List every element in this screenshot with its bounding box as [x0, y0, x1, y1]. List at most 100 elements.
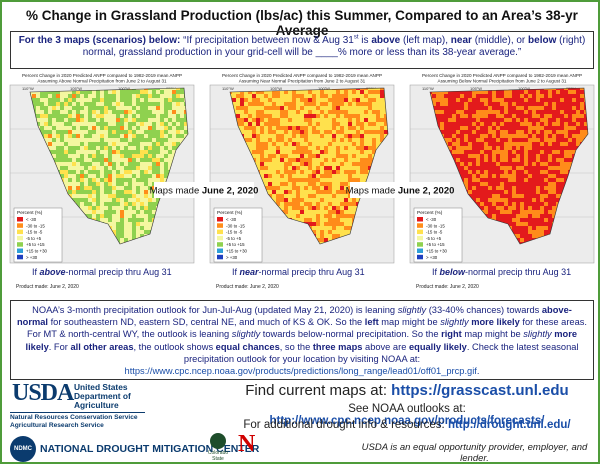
raster-cell: [132, 102, 136, 106]
raster-cell: [280, 138, 284, 142]
raster-cell: [500, 138, 504, 142]
raster-cell: [152, 94, 156, 98]
raster-cell: [452, 122, 456, 126]
raster-cell: [492, 154, 496, 158]
raster-cell: [48, 122, 52, 126]
raster-cell: [148, 202, 152, 206]
raster-cell: [172, 90, 176, 94]
raster-cell: [172, 146, 176, 150]
legend-label: -15 to -5: [26, 230, 43, 235]
legend-swatch: [17, 242, 23, 247]
raster-cell: [132, 166, 136, 170]
raster-cell: [76, 194, 80, 198]
raster-cell: [256, 102, 260, 106]
raster-cell: [336, 158, 340, 162]
raster-cell: [440, 122, 444, 126]
raster-cell: [352, 134, 356, 138]
raster-cell: [312, 202, 316, 206]
raster-cell: [156, 110, 160, 114]
raster-cell: [512, 142, 516, 146]
raster-cell: [356, 114, 360, 118]
raster-cell: [140, 154, 144, 158]
raster-cell: [344, 90, 348, 94]
raster-cell: [172, 98, 176, 102]
raster-cell: [512, 110, 516, 114]
raster-cell: [304, 134, 308, 138]
raster-cell: [324, 182, 328, 186]
raster-cell: [508, 90, 512, 94]
raster-cell: [284, 166, 288, 170]
raster-cell: [328, 142, 332, 146]
raster-cell: [316, 194, 320, 198]
raster-cell: [316, 234, 320, 238]
raster-cell: [336, 126, 340, 130]
raster-cell: [468, 106, 472, 110]
raster-cell: [560, 94, 564, 98]
raster-cell: [124, 126, 128, 130]
raster-cell: [120, 158, 124, 162]
raster-cell: [76, 150, 80, 154]
raster-cell: [104, 90, 108, 94]
raster-cell: [80, 106, 84, 110]
raster-cell: [128, 154, 132, 158]
raster-cell: [340, 190, 344, 194]
raster-cell: [168, 122, 172, 126]
raster-cell: [352, 206, 356, 210]
raster-cell: [108, 118, 112, 122]
raster-cell: [296, 178, 300, 182]
raster-cell: [168, 102, 172, 106]
raster-cell: [536, 202, 540, 206]
raster-cell: [528, 162, 532, 166]
raster-cell: [312, 186, 316, 190]
raster-cell: [292, 134, 296, 138]
raster-cell: [172, 130, 176, 134]
raster-cell: [580, 90, 584, 94]
raster-cell: [516, 118, 520, 122]
raster-cell: [320, 214, 324, 218]
map-heading: Assuming Near Normal Precipitation from …: [239, 79, 366, 84]
raster-cell: [572, 88, 576, 90]
raster-cell: [268, 190, 272, 194]
raster-cell: [344, 158, 348, 162]
raster-cell: [332, 174, 336, 178]
raster-cell: [468, 110, 472, 114]
raster-cell: [308, 118, 312, 122]
raster-cell: [444, 90, 448, 94]
raster-cell: [332, 126, 336, 130]
raster-cell: [524, 174, 528, 178]
raster-cell: [268, 142, 272, 146]
raster-cell: [44, 102, 48, 106]
raster-cell: [476, 134, 480, 138]
raster-cell: [360, 162, 364, 166]
raster-cell: [272, 130, 276, 134]
raster-cell: [488, 98, 492, 102]
raster-cell: [512, 134, 516, 138]
raster-cell: [60, 142, 64, 146]
raster-cell: [372, 146, 376, 150]
raster-cell: [572, 142, 576, 146]
raster-cell: [300, 154, 304, 158]
raster-cell: [540, 170, 544, 174]
raster-cell: [296, 94, 300, 98]
raster-cell: [508, 182, 512, 186]
raster-cell: [116, 218, 120, 222]
raster-cell: [124, 194, 128, 198]
raster-cell: [332, 146, 336, 150]
raster-cell: [308, 142, 312, 146]
raster-cell: [268, 122, 272, 126]
raster-cell: [128, 222, 132, 226]
raster-cell: [544, 162, 548, 166]
raster-cell: [276, 202, 280, 206]
raster-cell: [344, 98, 348, 102]
raster-cell: [160, 90, 164, 94]
raster-cell: [288, 194, 292, 198]
raster-cell: [332, 214, 336, 218]
raster-cell: [376, 134, 380, 138]
raster-cell: [508, 190, 512, 194]
raster-cell: [500, 182, 504, 186]
raster-cell: [112, 222, 116, 226]
raster-cell: [52, 130, 56, 134]
raster-cell: [160, 88, 164, 90]
raster-cell: [264, 106, 268, 110]
raster-cell: [132, 186, 136, 190]
